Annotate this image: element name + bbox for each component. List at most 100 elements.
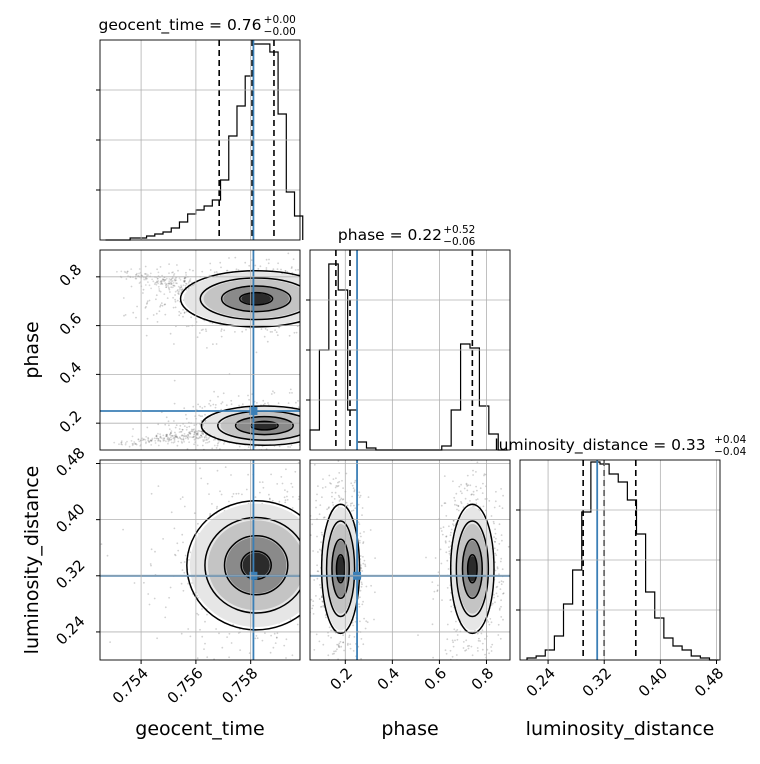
joint-geocent_time-luminosity_distance-sample-point bbox=[311, 618, 313, 620]
joint-geocent_time-luminosity_distance-sample-point bbox=[245, 488, 248, 491]
joint-geocent_time-phase-sample-point bbox=[159, 266, 162, 268]
joint-geocent_time-phase-sample-point bbox=[186, 426, 188, 429]
joint-geocent_time-phase-tail-point bbox=[193, 432, 196, 435]
joint-geocent_time-luminosity_distance-sample-point bbox=[215, 507, 218, 510]
joint-geocent_time-luminosity_distance-sample-point bbox=[351, 481, 353, 483]
joint-geocent_time-phase-tail-point bbox=[169, 281, 172, 284]
joint-phase-luminosity_distance-sample-point bbox=[365, 620, 368, 623]
joint-geocent_time-phase-sample-point bbox=[200, 435, 203, 437]
joint-geocent_time-phase-tail-point bbox=[168, 438, 171, 441]
joint-phase-luminosity_distance-sample-point bbox=[358, 496, 361, 499]
joint-geocent_time-phase-tail-point bbox=[174, 277, 177, 280]
joint-geocent_time-luminosity_distance-sample-point bbox=[284, 489, 286, 491]
joint-geocent_time-luminosity_distance-sample-point bbox=[224, 466, 227, 468]
joint-phase-luminosity_distance-sample-point bbox=[331, 501, 334, 504]
joint-geocent_time-phase-tail-point bbox=[165, 286, 168, 288]
joint-geocent_time-phase-sample-point bbox=[322, 284, 324, 286]
joint-phase-luminosity_distance-sample-point bbox=[456, 508, 458, 511]
joint-geocent_time-phase-tail-point bbox=[151, 437, 154, 440]
joint-geocent_time-phase-sample-point bbox=[333, 443, 335, 445]
joint-phase-luminosity_distance-sample-point bbox=[481, 492, 484, 494]
joint-geocent_time-phase-tail-point bbox=[144, 284, 147, 286]
joint-geocent_time-phase-sample-point bbox=[373, 421, 375, 423]
joint-phase-luminosity_distance-sample-point bbox=[502, 592, 504, 595]
joint-geocent_time-phase-tail-point bbox=[165, 440, 167, 443]
joint-phase-luminosity_distance-sample-point bbox=[468, 687, 470, 689]
joint-geocent_time-luminosity_distance-sample-point bbox=[193, 512, 196, 515]
joint-geocent_time-phase-tail-point bbox=[135, 277, 138, 280]
joint-geocent_time-phase-tail-point bbox=[189, 278, 192, 280]
joint-phase-luminosity_distance-sample-point bbox=[495, 592, 498, 595]
joint-geocent_time-luminosity_distance-sample-point bbox=[199, 467, 201, 470]
joint-geocent_time-phase-sample-point bbox=[130, 285, 133, 288]
joint-geocent_time-luminosity_distance-sample-point bbox=[197, 522, 199, 525]
joint-geocent_time-phase-tail-point bbox=[164, 278, 167, 281]
joint-geocent_time-phase-sample-point bbox=[329, 297, 331, 299]
joint-geocent_time-phase-sample-point bbox=[341, 273, 343, 275]
joint-geocent_time-luminosity_distance-sample-point bbox=[153, 597, 156, 600]
joint-geocent_time-phase-sample-point bbox=[323, 293, 325, 295]
joint-phase-luminosity_distance-sample-point bbox=[482, 482, 484, 485]
joint-geocent_time-luminosity_distance-sample-point bbox=[315, 542, 317, 544]
joint-phase-luminosity_distance-sample-point bbox=[319, 504, 322, 506]
joint-geocent_time-luminosity_distance-sample-point bbox=[301, 586, 303, 588]
joint-phase-luminosity_distance-sample-point bbox=[313, 649, 316, 651]
joint-geocent_time-phase-sample-point bbox=[177, 440, 180, 443]
joint-phase-luminosity_distance-sample-point bbox=[477, 639, 480, 642]
joint-geocent_time-luminosity_distance-sample-point bbox=[286, 495, 288, 498]
joint-geocent_time-phase-sample-point bbox=[164, 423, 167, 426]
joint-geocent_time-phase-tail-point bbox=[170, 282, 173, 285]
joint-geocent_time-phase-sample-point bbox=[276, 334, 279, 337]
joint-geocent_time-luminosity_distance-sample-point bbox=[247, 473, 250, 476]
joint-phase-luminosity_distance-sample-point bbox=[497, 623, 500, 626]
joint-geocent_time-luminosity_distance-sample-point bbox=[319, 434, 321, 436]
joint-geocent_time-phase-contour-2 bbox=[220, 285, 292, 313]
joint-geocent_time-phase-ytick-label-1: 0.4 bbox=[56, 358, 86, 388]
joint-geocent_time-phase-sample-point bbox=[325, 268, 327, 270]
joint-phase-luminosity_distance-mode-0 bbox=[320, 503, 361, 635]
joint-geocent_time-phase-tail-point bbox=[120, 440, 123, 442]
joint-phase-luminosity_distance-sample-point bbox=[491, 643, 494, 646]
joint-geocent_time-phase-sample-point bbox=[290, 444, 293, 446]
joint-phase-luminosity_distance-sample-point bbox=[362, 600, 364, 603]
joint-geocent_time-phase-tail-point bbox=[141, 437, 144, 440]
joint-geocent_time-luminosity_distance-sample-point bbox=[180, 632, 183, 635]
joint-geocent_time-phase-tail-point bbox=[135, 442, 138, 445]
joint-geocent_time-phase-tail-point bbox=[176, 289, 179, 292]
joint-geocent_time-luminosity_distance-sample-point bbox=[216, 684, 218, 686]
joint-geocent_time-phase-tail-point bbox=[159, 436, 162, 438]
joint-geocent_time-phase-sample-point bbox=[193, 438, 196, 441]
joint-phase-luminosity_distance-sample-point bbox=[320, 541, 322, 543]
joint-geocent_time-phase-tail-point bbox=[159, 433, 162, 436]
joint-geocent_time-luminosity_distance-sample-point bbox=[170, 511, 173, 514]
joint-geocent_time-phase-tail-point bbox=[185, 289, 188, 291]
joint-phase-luminosity_distance-sample-point bbox=[312, 550, 314, 552]
joint-geocent_time-phase-tail-point bbox=[207, 438, 210, 440]
joint-phase-luminosity_distance-sample-point bbox=[479, 487, 482, 490]
joint-geocent_time-phase-sample-point bbox=[226, 452, 228, 454]
joint-geocent_time-phase-sample-point bbox=[198, 332, 201, 334]
joint-geocent_time-phase-sample-point bbox=[308, 415, 310, 417]
joint-geocent_time-phase-tail-point bbox=[171, 434, 174, 437]
joint-geocent_time-phase-sample-point bbox=[306, 307, 308, 309]
joint-phase-luminosity_distance-sample-point bbox=[495, 537, 497, 540]
joint-geocent_time-luminosity_distance-sample-point bbox=[181, 569, 184, 571]
joint-phase-luminosity_distance-sample-point bbox=[432, 598, 435, 600]
joint-geocent_time-luminosity_distance-sample-point bbox=[294, 470, 297, 473]
joint-phase-luminosity_distance-sample-point bbox=[462, 641, 465, 643]
joint-geocent_time-phase-tail-point bbox=[157, 439, 160, 442]
joint-geocent_time-luminosity_distance-ytick-label-3: 0.48 bbox=[52, 444, 88, 480]
joint-geocent_time-phase-tail-point bbox=[138, 268, 141, 270]
joint-geocent_time-luminosity_distance-sample-point bbox=[261, 481, 264, 483]
joint-geocent_time-phase-tail-point bbox=[170, 441, 173, 444]
joint-geocent_time-phase-sample-point bbox=[261, 453, 263, 455]
joint-geocent_time-phase-sample-point bbox=[365, 297, 367, 299]
joint-geocent_time-phase-tail-point bbox=[159, 435, 162, 438]
joint-phase-luminosity_distance-sample-point bbox=[448, 546, 450, 548]
joint-geocent_time-phase-tail-point bbox=[184, 437, 187, 440]
joint-geocent_time-luminosity_distance-sample-point bbox=[254, 496, 257, 498]
joint-geocent_time-luminosity_distance-sample-point bbox=[343, 437, 345, 439]
joint-phase-luminosity_distance-sample-point bbox=[336, 485, 339, 488]
joint-geocent_time-phase-tail-point bbox=[143, 278, 146, 281]
joint-geocent_time-phase-tail-point bbox=[147, 281, 149, 283]
